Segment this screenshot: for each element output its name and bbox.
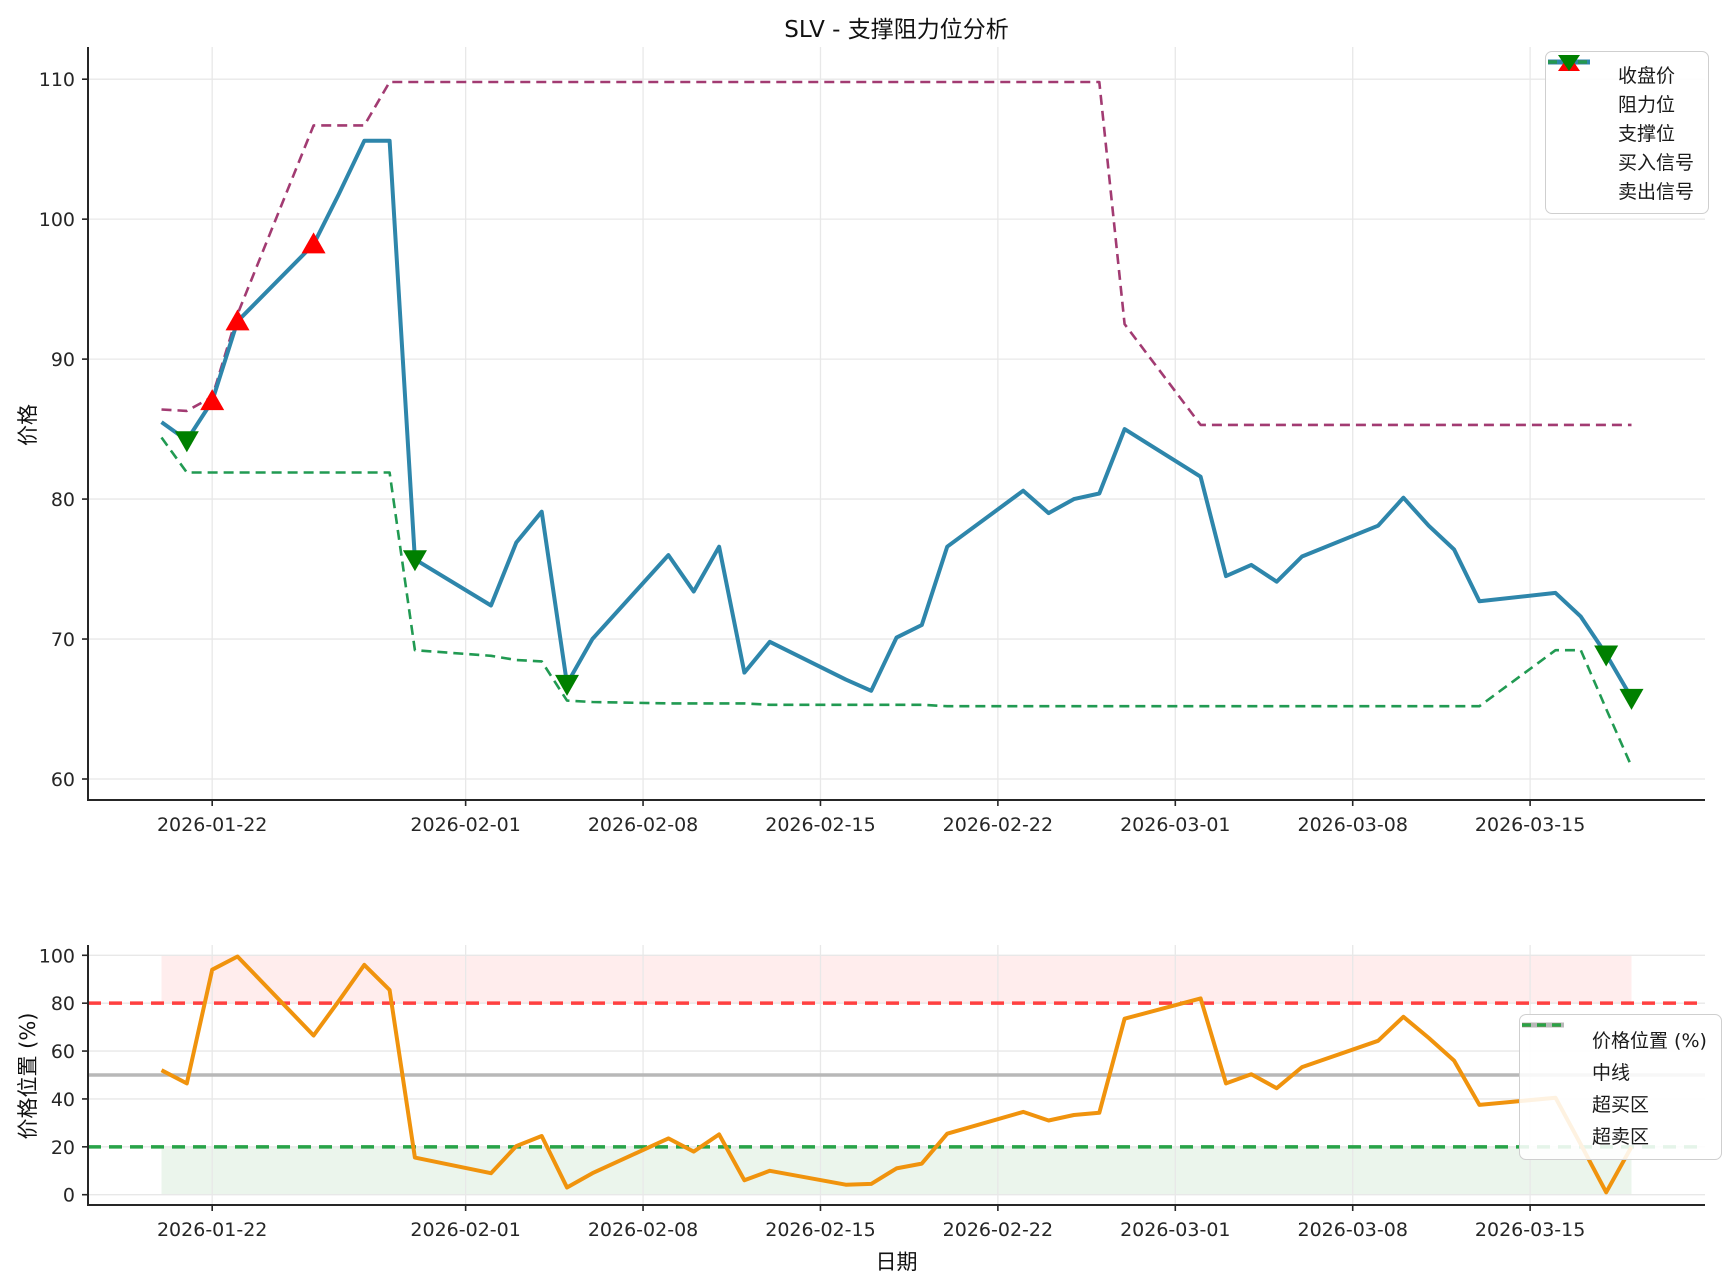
x-axis-label: 日期 (875, 1250, 918, 1274)
legend-item-support: 支撑位 (1548, 60, 1694, 147)
svg-text:80: 80 (51, 489, 75, 511)
chart-title: SLV - 支撑阻力位分析 (784, 17, 1009, 43)
bottom-y-axis-label: 价格位置 (%) (16, 1012, 40, 1140)
buy-signal-icon (1558, 55, 1606, 172)
legend-label: 阻力位 (1618, 94, 1676, 116)
svg-text:2026-03-08: 2026-03-08 (1297, 814, 1407, 836)
svg-text:70: 70 (51, 629, 75, 651)
svg-text:20: 20 (51, 1137, 75, 1159)
svg-text:2026-03-15: 2026-03-15 (1475, 1219, 1585, 1241)
legend-item-midline: 中线 (1522, 1022, 1707, 1087)
svg-text:2026-02-15: 2026-02-15 (765, 1219, 875, 1241)
legend-item-sell-signal: 卖出信号 (1558, 55, 1695, 205)
legend-label: 超卖区 (1592, 1125, 1650, 1148)
svg-text:2026-02-08: 2026-02-08 (588, 814, 698, 836)
midline-swatch (1522, 1022, 1580, 1081)
svg-text:60: 60 (51, 1041, 75, 1063)
legend-item-overbought: 超买区 (1522, 1023, 1707, 1119)
svg-text:2026-02-22: 2026-02-22 (943, 814, 1053, 836)
legend-item-buy-signal: 买入信号 (1558, 55, 1695, 176)
svg-text:2026-03-15: 2026-03-15 (1475, 814, 1585, 836)
legend-label: 支撑位 (1618, 123, 1676, 145)
legend-label: 价格位置 (%) (1592, 1029, 1707, 1052)
overbought-line-swatch (1522, 1023, 1580, 1113)
support-line-swatch (1548, 60, 1606, 143)
top-legend: 收盘价 阻力位 支撑位 买入信号 卖出信号 (1545, 51, 1710, 214)
svg-text:60: 60 (51, 769, 75, 791)
svg-text:2026-02-01: 2026-02-01 (410, 1219, 520, 1241)
svg-text:0: 0 (63, 1185, 75, 1207)
top-y-axis-label: 价格 (16, 404, 40, 446)
svg-text:110: 110 (39, 69, 75, 91)
legend-item-resistance: 阻力位 (1548, 60, 1694, 118)
svg-text:100: 100 (39, 209, 75, 231)
svg-text:2026-01-22: 2026-01-22 (157, 1219, 267, 1241)
svg-text:100: 100 (39, 945, 75, 967)
oversold-line-swatch (1522, 1023, 1580, 1145)
legend-label: 超买区 (1592, 1093, 1650, 1116)
svg-text:2026-02-01: 2026-02-01 (410, 814, 520, 836)
svg-text:2026-03-08: 2026-03-08 (1297, 1219, 1407, 1241)
legend-item-oversold: 超卖区 (1522, 1023, 1707, 1151)
legend-label: 中线 (1592, 1061, 1631, 1084)
resistance-line-swatch (1548, 60, 1606, 114)
svg-text:2026-02-08: 2026-02-08 (588, 1219, 698, 1241)
sell-signal-icon (1558, 55, 1606, 201)
legend-label: 收盘价 (1618, 65, 1676, 87)
legend-label: 卖出信号 (1618, 181, 1695, 203)
svg-text:80: 80 (51, 993, 75, 1015)
bottom-legend: 价格位置 (%) 中线 超买区 超卖区 (1519, 1014, 1722, 1160)
legend-label: 买入信号 (1618, 152, 1695, 174)
svg-text:40: 40 (51, 1089, 75, 1111)
svg-text:2026-01-22: 2026-01-22 (157, 814, 267, 836)
svg-text:2026-02-22: 2026-02-22 (943, 1219, 1053, 1241)
svg-text:2026-02-15: 2026-02-15 (765, 814, 875, 836)
svg-text:2026-03-01: 2026-03-01 (1120, 1219, 1230, 1241)
svg-text:90: 90 (51, 349, 75, 371)
svg-text:2026-03-01: 2026-03-01 (1120, 814, 1230, 836)
